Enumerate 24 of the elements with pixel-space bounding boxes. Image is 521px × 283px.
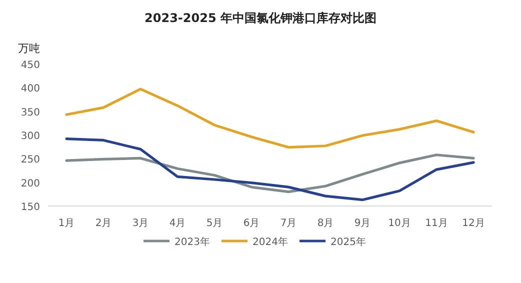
x-tick-label: 4月 xyxy=(169,218,186,229)
chart-title: 2023-2025 年中国氯化钾港口库存对比图 xyxy=(144,11,376,25)
y-tick-label: 200 xyxy=(20,178,40,190)
y-tick-label: 150 xyxy=(20,202,40,213)
x-tick-label: 1月 xyxy=(58,218,75,229)
legend-label: 2025年 xyxy=(330,236,366,248)
legend-label: 2024年 xyxy=(252,236,288,248)
y-tick-label: 350 xyxy=(20,107,40,118)
x-tick-label: 3月 xyxy=(132,218,149,229)
y-axis-title: 万吨 xyxy=(18,42,40,55)
y-tick-label: 400 xyxy=(20,84,40,95)
x-tick-label: 6月 xyxy=(243,218,260,229)
x-tick-label: 2月 xyxy=(95,218,112,229)
y-tick-label: 250 xyxy=(20,154,40,166)
x-tick-label: 12月 xyxy=(462,218,485,229)
y-tick-label: 300 xyxy=(20,131,40,142)
y-tick-label: 450 xyxy=(20,60,40,71)
x-tick-label: 5月 xyxy=(206,218,223,229)
legend-label: 2023年 xyxy=(174,236,210,248)
x-tick-label: 9月 xyxy=(354,218,371,229)
x-tick-label: 10月 xyxy=(388,218,411,229)
x-tick-label: 8月 xyxy=(317,218,334,229)
x-tick-label: 7月 xyxy=(280,218,297,229)
x-tick-label: 11月 xyxy=(425,218,448,229)
